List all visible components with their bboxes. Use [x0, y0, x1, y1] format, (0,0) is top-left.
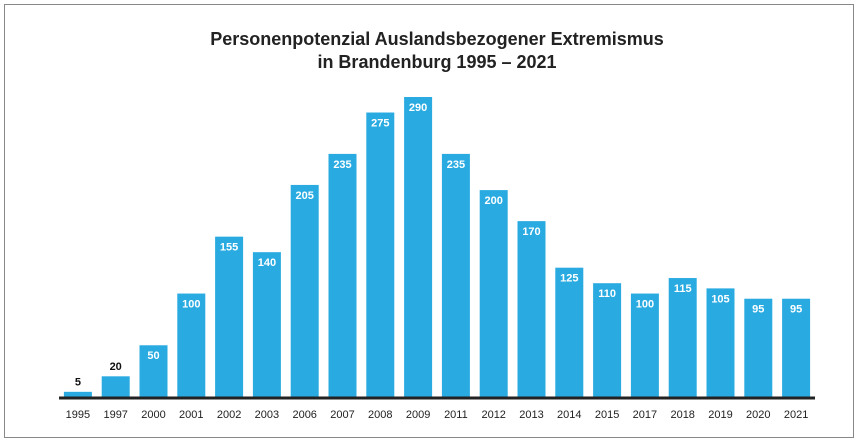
- x-tick-label: 2014: [557, 409, 581, 421]
- data-label: 20: [110, 361, 122, 373]
- data-label: 205: [296, 190, 314, 202]
- data-label: 105: [711, 293, 729, 305]
- bar: [441, 153, 470, 397]
- x-tick-label: 2002: [217, 409, 241, 421]
- x-tick-label: 1997: [103, 409, 127, 421]
- x-tick-label: 2000: [141, 409, 165, 421]
- bar: [517, 221, 546, 397]
- bar: [101, 376, 130, 397]
- data-label: 235: [447, 159, 465, 171]
- x-tick-label: 2020: [746, 409, 770, 421]
- bar: [63, 391, 92, 397]
- data-label: 115: [674, 283, 692, 295]
- bar: [366, 112, 395, 397]
- bar: [593, 283, 622, 397]
- x-tick-label: 2021: [784, 409, 808, 421]
- bar: [630, 293, 659, 397]
- data-label: 110: [598, 288, 616, 300]
- bar: [139, 345, 168, 397]
- bar: [215, 236, 244, 397]
- data-label: 235: [333, 159, 351, 171]
- data-label: 100: [636, 298, 654, 310]
- x-tick-label: 2018: [670, 409, 694, 421]
- x-tick-label: 2015: [595, 409, 619, 421]
- x-tick-label: 2006: [292, 409, 316, 421]
- data-label: 5: [75, 377, 81, 389]
- data-label: 155: [220, 242, 238, 254]
- bar: [706, 288, 735, 397]
- x-tick-label: 2001: [179, 409, 203, 421]
- x-tick-label: 2012: [481, 409, 505, 421]
- chart-title: Personenpotenzial Auslandsbezogener Extr…: [210, 29, 663, 49]
- bar: [252, 252, 281, 397]
- data-label: 100: [182, 298, 200, 310]
- data-label: 290: [409, 102, 427, 114]
- x-tick-label: 2008: [368, 409, 392, 421]
- bar: [328, 153, 357, 397]
- data-label: 50: [147, 350, 159, 362]
- x-tick-label: 1995: [66, 409, 90, 421]
- x-tick-label: 2019: [708, 409, 732, 421]
- data-label: 275: [371, 117, 389, 129]
- bar: [290, 184, 319, 397]
- bar: [555, 267, 584, 397]
- data-label: 170: [522, 226, 540, 238]
- bar: [744, 298, 773, 397]
- x-tick-label: 2017: [633, 409, 657, 421]
- x-tick-label: 2007: [330, 409, 354, 421]
- data-label: 140: [258, 257, 276, 269]
- bar: [404, 97, 433, 397]
- bar: [177, 293, 206, 397]
- data-label: 125: [560, 273, 578, 285]
- data-label: 95: [790, 304, 802, 316]
- x-tick-label: 2003: [255, 409, 279, 421]
- bar: [782, 298, 811, 397]
- data-label: 95: [752, 304, 764, 316]
- data-label: 200: [485, 195, 503, 207]
- bar: [668, 278, 697, 397]
- chart-title: in Brandenburg 1995 – 2021: [317, 52, 556, 72]
- bar: [479, 190, 508, 397]
- x-tick-label: 2009: [406, 409, 430, 421]
- x-tick-label: 2013: [519, 409, 543, 421]
- x-tick-label: 2011: [444, 409, 468, 421]
